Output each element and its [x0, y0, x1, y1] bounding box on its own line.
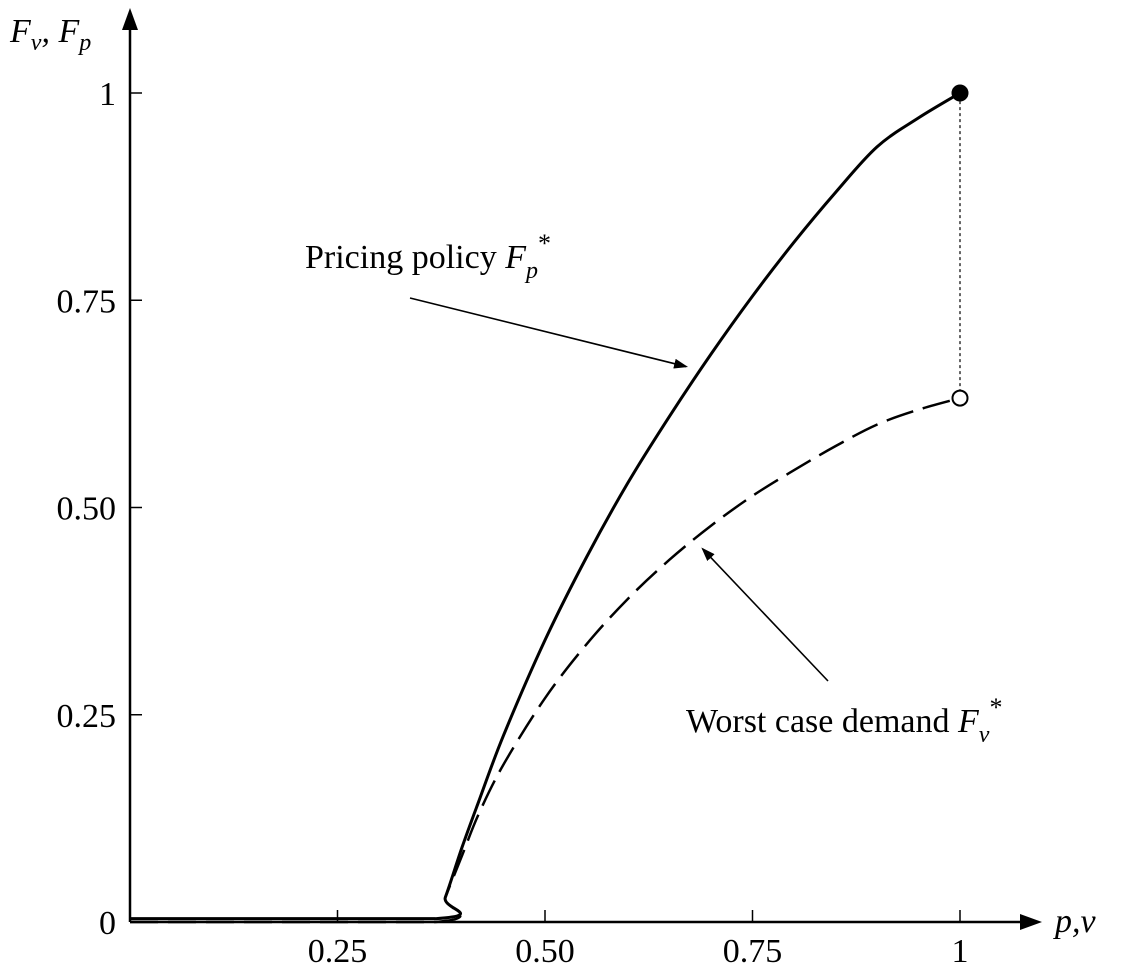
y-tick-label: 0: [99, 905, 116, 942]
y-axis-label: Fv, Fp: [9, 13, 91, 56]
x-tick-label: 0.25: [308, 933, 368, 970]
series-pricing-policy-line: [130, 91, 961, 921]
y-axis-arrow-icon: [122, 8, 138, 30]
y-tick-label: 0.50: [57, 491, 117, 528]
endpoint-markers: [951, 84, 969, 407]
arrow-worst-case-demand: [701, 547, 829, 682]
x-tick-label: 0.50: [515, 933, 575, 970]
y-ticks: 0 0.25 0.50 0.75 1: [57, 76, 142, 942]
y-tick-label: 0.25: [57, 698, 117, 735]
x-tick-label: 1: [952, 933, 969, 970]
x-axis-label: p,v: [1053, 903, 1097, 940]
annotation-pricing-policy: Pricing policy Fp*: [305, 229, 551, 284]
x-ticks: 0.25 0.50 0.75 1: [308, 910, 969, 970]
x-axis-arrow-icon: [1020, 914, 1042, 930]
open-endpoint-marker: [951, 389, 969, 407]
y-tick-label: 0.75: [57, 283, 117, 320]
x-tick-label: 0.75: [723, 933, 783, 970]
filled-endpoint-marker: [951, 84, 969, 102]
arrow-pricing-policy: [409, 297, 689, 369]
series-layer: [130, 91, 961, 924]
y-tick-label: 1: [99, 76, 116, 113]
annotation-worst-case-demand: Worst case demand Fv*: [686, 693, 1002, 748]
series-worst-case-demand-line: [130, 396, 961, 924]
